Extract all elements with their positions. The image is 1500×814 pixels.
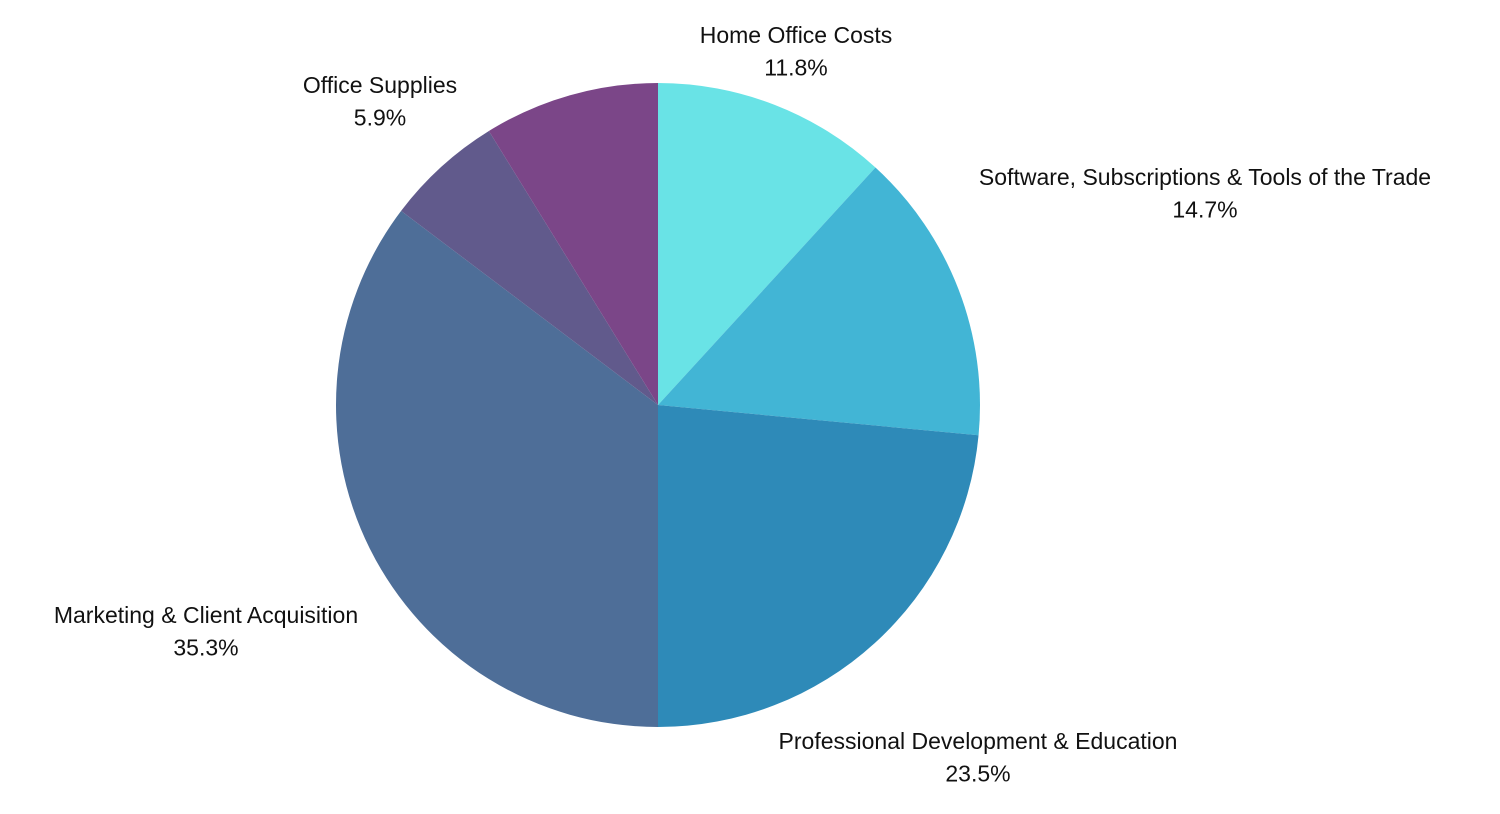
slice-label-name: Professional Development & Education [779, 728, 1178, 754]
slice-label-name: Office Supplies [303, 72, 457, 98]
slice-label-software-subscriptions-and-tools-of-the-trade: Software, Subscriptions & Tools of the T… [979, 164, 1431, 222]
slice-label-name: Home Office Costs [700, 22, 893, 48]
slice-label-name: Software, Subscriptions & Tools of the T… [979, 164, 1431, 190]
slice-label-percent: 11.8% [764, 54, 828, 80]
pie-slice-marketing-and-client-acquisition [336, 210, 658, 728]
pie-slice-software-subscriptions-and-tools-of-the-trade [658, 167, 980, 436]
slice-label-home-office-costs: Home Office Costs 11.8% [700, 22, 893, 80]
pie-slice-home-office-costs [658, 82, 876, 405]
pie-slice-professional-development-and-education [658, 405, 979, 728]
slice-label-office-supplies: Office Supplies 5.9% [303, 72, 457, 130]
slice-label-percent: 35.3% [173, 634, 238, 660]
slice-label-professional-development-and-education: Professional Development & Education 23.5… [779, 728, 1178, 786]
slice-label-marketing-and-client-acquisition: Marketing & Client Acquisition 35.3% [54, 602, 358, 660]
slice-label-percent: 23.5% [945, 760, 1010, 786]
pie-slice-office-supplies [401, 130, 658, 406]
slice-label-name: Marketing & Client Acquisition [54, 602, 358, 628]
pie-labels: Home Office Costs 11.8% Software, Subscrip… [54, 22, 1431, 786]
pie-slices [336, 82, 980, 728]
pie-slice-unlabeled-5 [488, 83, 658, 405]
slice-label-percent: 14.7% [1172, 196, 1237, 222]
slice-label-percent: 5.9% [354, 104, 406, 130]
